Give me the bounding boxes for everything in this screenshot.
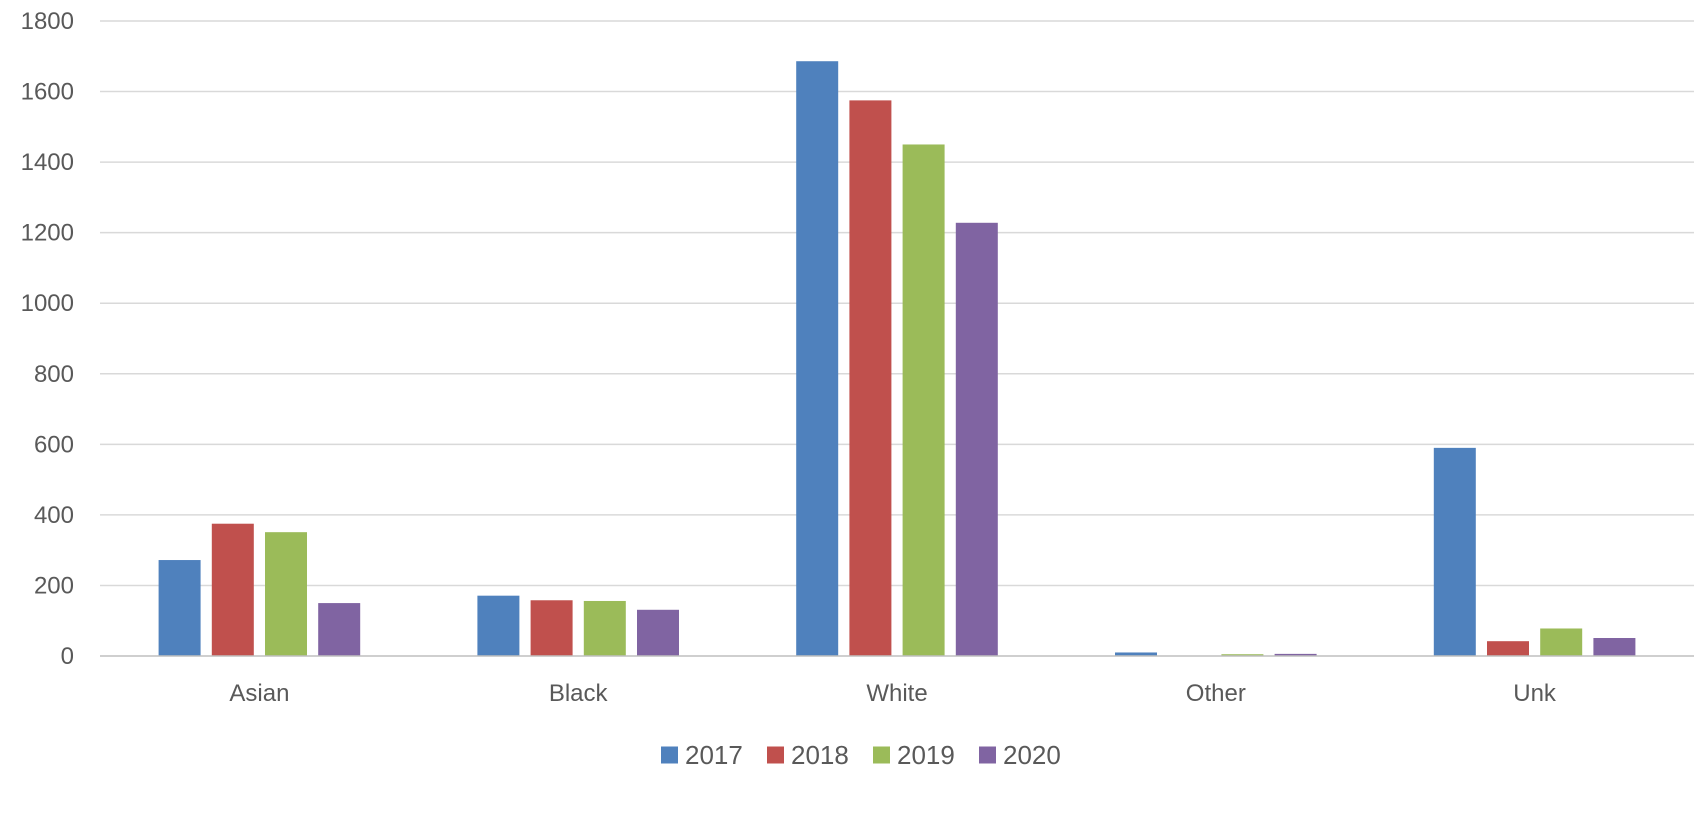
y-tick-label: 1000 <box>21 290 74 317</box>
bar-white-2020 <box>956 223 998 656</box>
legend-label: 2017 <box>685 740 743 770</box>
legend-swatch-2019 <box>873 747 890 764</box>
bar-asian-2018 <box>212 524 254 656</box>
bar-unk-2017 <box>1434 448 1476 656</box>
bar-black-2017 <box>477 596 519 656</box>
bar-asian-2019 <box>265 532 307 656</box>
bar-white-2017 <box>796 61 838 656</box>
x-tick-label: Other <box>1186 680 1246 707</box>
bar-unk-2019 <box>1540 628 1582 656</box>
legend-swatch-2020 <box>979 747 996 764</box>
y-tick-label: 800 <box>34 361 74 388</box>
bar-black-2018 <box>531 600 573 656</box>
x-tick-label: White <box>866 680 927 707</box>
legend-swatch-2018 <box>767 747 784 764</box>
bar-white-2018 <box>849 100 891 656</box>
y-tick-label: 1800 <box>21 8 74 35</box>
bar-unk-2020 <box>1593 638 1635 656</box>
bars <box>159 61 1636 656</box>
legend-label: 2019 <box>897 740 955 770</box>
x-tick-label: Unk <box>1513 680 1557 707</box>
y-tick-label: 1400 <box>21 149 74 176</box>
bar-asian-2017 <box>159 560 201 656</box>
bar-black-2020 <box>637 610 679 656</box>
bar-asian-2020 <box>318 603 360 656</box>
legend: 2017 2018 2019 2020 <box>661 740 1061 770</box>
y-tick-label: 1200 <box>21 220 74 247</box>
bar-white-2019 <box>903 144 945 656</box>
x-tick-label: Asian <box>229 680 289 707</box>
legend-label: 2020 <box>1003 740 1061 770</box>
bar-black-2019 <box>584 601 626 656</box>
y-tick-label: 400 <box>34 502 74 529</box>
y-tick-label: 1600 <box>21 79 74 106</box>
bar-unk-2018 <box>1487 641 1529 656</box>
legend-swatch-2017 <box>661 747 678 764</box>
y-tick-label: 600 <box>34 431 74 458</box>
x-tick-label: Black <box>549 680 609 707</box>
y-tick-label: 0 <box>61 643 74 670</box>
legend-label: 2018 <box>791 740 849 770</box>
y-tick-label: 200 <box>34 572 74 599</box>
